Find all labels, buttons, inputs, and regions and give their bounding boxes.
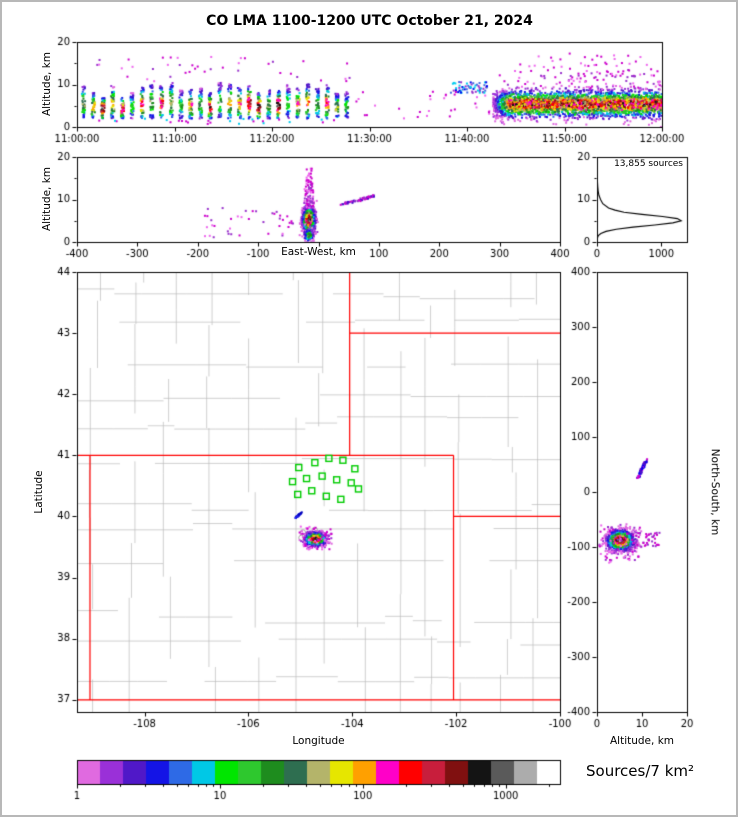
axis-label-altitude-time-panel: Altitude, km (41, 51, 54, 117)
axis-label-east-west: East-West, km (281, 246, 356, 258)
axis-label-altitude-ew-panel: Altitude, km (41, 166, 54, 232)
axis-label-latitude: Latitude (33, 470, 46, 514)
sources-count-annotation: 13,855 sources (614, 159, 683, 169)
axis-label-longitude: Longitude (292, 735, 345, 747)
axis-label-north-south: North-South, km (708, 448, 721, 536)
colorbar-label: Sources/7 km² (586, 762, 695, 780)
axis-label-altitude-ns-panel: Altitude, km (609, 735, 674, 747)
figure-title: CO LMA 1100-1200 UTC October 21, 2024 (206, 13, 533, 29)
